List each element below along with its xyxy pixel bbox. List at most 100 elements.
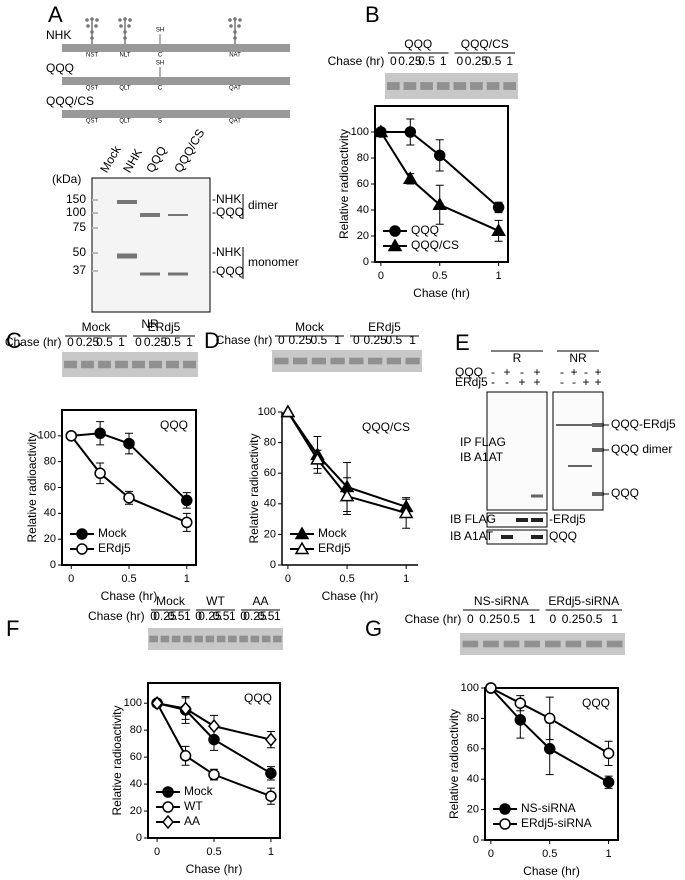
x-tick-label: 1 xyxy=(184,573,190,585)
annotation: QQQ xyxy=(244,691,272,705)
data-point xyxy=(492,201,505,214)
blot-band xyxy=(516,518,528,522)
lane-label: 0 xyxy=(390,54,397,68)
y-tick-label: 80 xyxy=(467,712,479,724)
y-axis-label: Relative radioactivity xyxy=(447,709,461,819)
panel-letter: A xyxy=(48,2,63,27)
sign: - xyxy=(491,375,495,389)
sh-label: SH xyxy=(156,28,164,34)
x-tick-label: 0 xyxy=(488,848,494,860)
gel-group: NS-siRNA xyxy=(474,594,529,608)
lane-label: 0.25 xyxy=(76,335,100,349)
panel-letter: G xyxy=(365,616,382,641)
y-tick-label: 0 xyxy=(363,256,369,268)
y-tick-label: 20 xyxy=(264,528,276,540)
blot-band xyxy=(568,424,580,426)
unit-label: (kDa) xyxy=(52,172,81,186)
gel-group: Mock xyxy=(82,320,112,334)
site-label: QAT xyxy=(229,86,241,92)
annotation: QQQ xyxy=(160,418,188,432)
gel-band xyxy=(462,640,479,648)
data-point xyxy=(398,505,414,519)
blot-band xyxy=(556,424,568,426)
legend-label: WT xyxy=(184,799,203,813)
annotation: QQQ xyxy=(582,696,610,710)
series-line xyxy=(156,702,272,798)
sign: + xyxy=(533,375,540,389)
legend-marker xyxy=(499,803,511,815)
gel-group: Mock xyxy=(156,594,186,608)
lane-label: 1 xyxy=(118,335,125,349)
legend-marker xyxy=(294,541,310,555)
lane-label: 0.25 xyxy=(288,333,312,347)
gel-group: ERdj5-siRNA xyxy=(548,594,619,608)
blot-band xyxy=(501,535,513,539)
gel-band xyxy=(64,360,77,369)
gel-band xyxy=(132,360,145,369)
x-tick-label: 0.5 xyxy=(339,573,354,585)
y-tick-label: 20 xyxy=(44,533,56,545)
blot-band xyxy=(580,465,592,467)
lane-label: 1 xyxy=(611,612,618,626)
data-point xyxy=(208,718,220,734)
glycan-sugar xyxy=(90,30,94,34)
series-line xyxy=(71,432,188,502)
lane-label: 1 xyxy=(529,612,536,626)
gel-band xyxy=(486,82,500,90)
lane-label: 0 xyxy=(353,333,360,347)
x-tick-label: 1 xyxy=(268,846,274,858)
blot-band xyxy=(531,535,543,539)
marker-label: 100 xyxy=(66,205,86,219)
condition-label: NR xyxy=(569,351,587,365)
glycan-sugar xyxy=(85,18,89,22)
gel-group: WT xyxy=(206,594,225,608)
sign: + xyxy=(594,375,601,389)
glycan-sugar xyxy=(119,24,123,28)
lane-label: 0.5 xyxy=(213,609,230,623)
data-point xyxy=(181,516,193,529)
gel-band xyxy=(349,357,364,365)
construct-name: NHK xyxy=(46,28,71,42)
legend-marker xyxy=(162,786,174,798)
construct-bar xyxy=(62,110,290,118)
data-point xyxy=(65,430,77,442)
data-point xyxy=(94,467,106,480)
gel-band xyxy=(330,357,345,365)
blot-band xyxy=(568,465,580,467)
y-tick-label: 100 xyxy=(38,430,56,442)
gel-group: Mock xyxy=(295,320,325,334)
legend-label: QQQ/CS xyxy=(411,238,459,252)
gel-group: ERdj5 xyxy=(368,320,401,334)
lane-label: 0.5 xyxy=(164,335,181,349)
annotation: QQQ/CS xyxy=(362,420,410,434)
marker-label: 75 xyxy=(73,220,87,234)
legend-marker xyxy=(499,818,511,830)
blot-band xyxy=(592,448,604,452)
series-line xyxy=(156,702,272,741)
gel-strip xyxy=(148,628,283,650)
gel-strip xyxy=(272,350,422,372)
gel-band xyxy=(183,635,192,643)
y-tick-label: 40 xyxy=(264,498,276,510)
legend-marker xyxy=(162,814,174,830)
legend-marker xyxy=(387,238,403,252)
gel-band xyxy=(565,640,582,648)
data-point xyxy=(485,682,497,694)
lane-label: 1 xyxy=(186,335,193,349)
gel-band xyxy=(586,640,602,648)
gel-band xyxy=(117,200,137,204)
gel-band xyxy=(386,82,400,90)
site-label: NAT xyxy=(229,53,241,59)
condition-label: NR xyxy=(141,317,159,331)
blot-band xyxy=(531,494,543,498)
gel-band xyxy=(453,82,467,90)
series-line xyxy=(380,131,500,209)
lane-label: 0.25 xyxy=(465,54,489,68)
gel-group: AA xyxy=(252,594,268,608)
gel-band xyxy=(405,357,420,365)
y-tick-label: 0 xyxy=(50,559,56,571)
lane-label: 0.25 xyxy=(198,609,222,623)
x-axis-label: Chase (hr) xyxy=(186,862,243,876)
x-tick-label: 0 xyxy=(68,573,74,585)
x-tick-label: 0.5 xyxy=(121,573,136,585)
